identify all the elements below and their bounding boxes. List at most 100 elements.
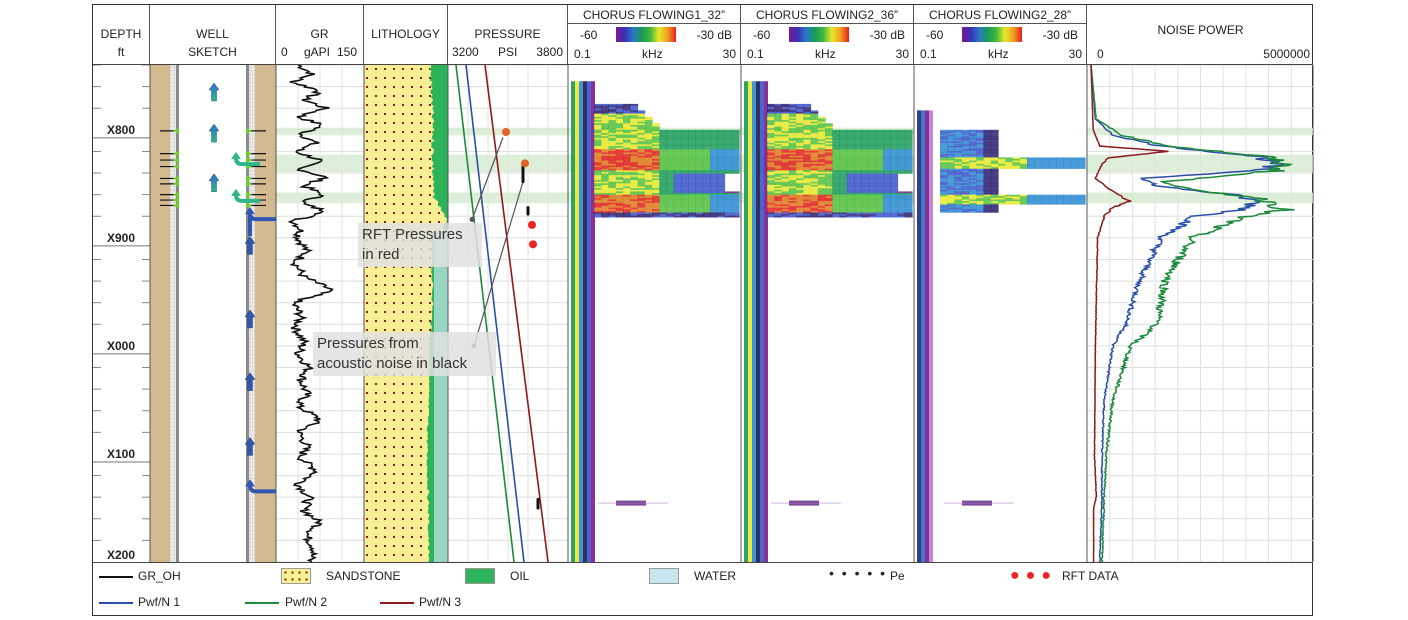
spectrogram-cell xyxy=(623,215,631,218)
spectrogram-cell xyxy=(990,152,999,155)
spectrogram-cell xyxy=(594,113,602,116)
spectrogram-cell xyxy=(1056,165,1064,168)
spectrogram-cell xyxy=(788,206,797,208)
spectrogram-cell xyxy=(954,139,963,142)
spectrogram-cell xyxy=(652,210,660,213)
spectrogram-cell xyxy=(673,197,682,200)
spectrogram-cell xyxy=(781,162,790,164)
spectrogram-cell xyxy=(983,160,992,163)
spectrogram-cell xyxy=(839,162,848,164)
spectrogram-cell xyxy=(774,204,783,207)
spectrogram-cell xyxy=(890,136,899,139)
spectrogram-cell xyxy=(940,170,948,173)
spectrogram-cell xyxy=(846,212,855,215)
spectrogram-cell xyxy=(594,150,602,153)
spectrogram-cell xyxy=(839,136,848,139)
spectrogram-cell xyxy=(608,157,617,160)
spectrogram-cell xyxy=(774,113,783,116)
spectrogram-cell xyxy=(644,207,653,210)
spectrogram-cell xyxy=(652,183,660,186)
spectrogram-cell xyxy=(890,202,899,205)
spectrogram-cell xyxy=(666,202,675,205)
spectrogram-cell xyxy=(803,110,812,113)
spectrogram-cell xyxy=(688,189,697,192)
spectrogram-cell xyxy=(854,206,862,208)
spectrogram-cell xyxy=(904,162,913,164)
spectrogram-cell xyxy=(796,160,804,163)
spectrogram-cell xyxy=(724,215,733,218)
spectrogram-cell xyxy=(803,136,812,139)
spectrogram-cell xyxy=(868,207,877,210)
spectrogram-cell xyxy=(1070,167,1079,169)
spectrogram-cell xyxy=(767,149,775,152)
spectrogram-cell xyxy=(976,191,985,194)
spectrogram-cell xyxy=(659,142,668,145)
spectrogram-cell xyxy=(615,139,624,142)
spectrogram-cell xyxy=(832,178,841,181)
spectrogram-cell xyxy=(875,199,884,202)
spectrogram-cell xyxy=(788,146,797,148)
spectrogram-cell xyxy=(854,160,862,163)
spectrogram-cell xyxy=(846,199,855,202)
spectrogram-cell xyxy=(673,215,682,218)
spectrogram-cell xyxy=(717,136,726,139)
log-plot-frame: DEPTH ft WELL SKETCH GR 0 gAPI 150 LITHO… xyxy=(92,4,1314,616)
spec1-f-unit: kHz xyxy=(642,47,663,61)
spectrogram-cell xyxy=(710,157,718,160)
spectrogram-cell xyxy=(615,184,624,187)
spectrogram-cell xyxy=(673,157,682,160)
spectrogram-cell xyxy=(681,150,689,153)
spectrogram-cell xyxy=(904,204,913,207)
spectrogram-cell xyxy=(904,142,913,145)
spectrogram-cell xyxy=(788,196,797,199)
spectrogram-cell xyxy=(608,181,617,184)
spectrogram-cell xyxy=(976,181,985,184)
spectrogram-cell xyxy=(969,146,977,148)
spectrogram-cell xyxy=(710,168,718,171)
spectrogram-cell xyxy=(796,189,804,192)
spectrogram-cell xyxy=(608,175,617,177)
spectrogram-cell xyxy=(608,189,617,192)
spectrogram-cell xyxy=(940,149,948,152)
spectrogram-cell xyxy=(976,209,985,211)
spectrogram-cell xyxy=(1070,163,1079,166)
spectrogram-cell xyxy=(817,210,826,213)
spectrogram-cell xyxy=(1019,194,1028,197)
spectrogram-cell xyxy=(717,157,726,160)
spectrogram-cell xyxy=(630,110,639,113)
spectrogram-cell xyxy=(702,202,711,205)
spectrogram-cell xyxy=(630,212,639,215)
spectrogram-cell xyxy=(724,133,733,135)
spectrogram-lowfreq-band xyxy=(575,81,579,562)
spectrogram-cell xyxy=(1077,157,1086,160)
spectrogram-cell xyxy=(724,202,733,205)
spectrogram-cell xyxy=(717,184,726,187)
spectrogram-cell xyxy=(608,199,617,202)
spectrogram-cell xyxy=(947,136,956,139)
spectrogram-cell xyxy=(601,212,610,215)
spectrogram-cell xyxy=(897,154,906,156)
spectrogram-cell xyxy=(724,142,733,145)
spectrogram-cell xyxy=(1063,157,1072,160)
spectrogram-cell xyxy=(695,176,704,179)
spectrogram-cell xyxy=(998,167,1006,169)
spectrogram-cell xyxy=(659,189,668,192)
spectrogram-cell xyxy=(724,170,733,173)
spectrogram-cell xyxy=(717,129,726,132)
spectrogram-cell xyxy=(774,137,783,140)
gr-title: GR xyxy=(310,27,329,41)
spectrogram-cell xyxy=(615,120,624,122)
spectrogram-cell xyxy=(1070,202,1079,205)
spectrogram-cell xyxy=(695,155,704,158)
spectrogram-cell xyxy=(846,133,855,135)
spectrogram-cell xyxy=(615,196,624,199)
spectrogram-cell xyxy=(688,149,697,152)
spectrogram-cell xyxy=(608,105,617,108)
spectrogram-cell xyxy=(1027,160,1035,163)
spectrogram-cell xyxy=(673,163,682,166)
spectrogram-cell xyxy=(695,204,704,207)
spectrogram-cell xyxy=(990,142,999,145)
spectrogram-cell xyxy=(861,167,870,169)
spectrogram-cell xyxy=(601,147,610,150)
spectrogram-cell xyxy=(788,139,797,142)
